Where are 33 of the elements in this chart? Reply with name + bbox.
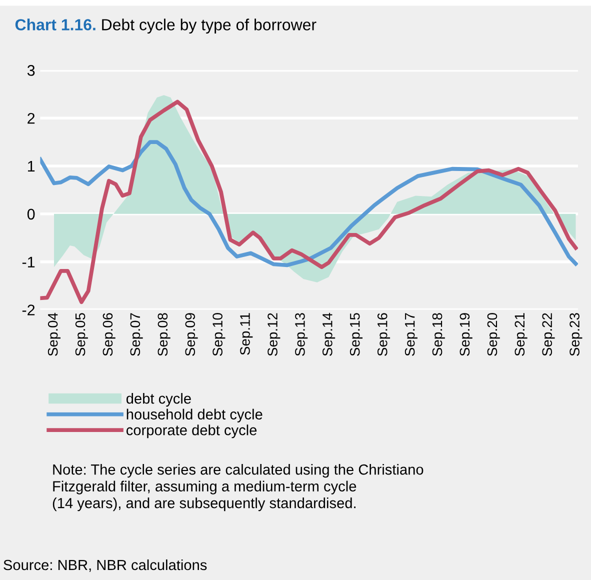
x-tick-label: Sep.20 — [487, 313, 500, 356]
x-tick-label: Sep.09 — [185, 313, 198, 356]
x-tick-label: Sep.23 — [570, 313, 582, 356]
text: Note: The cycle series are calculated using the Christiano Fitzgerald filter, assuming a medium-term cycle (14 years), and are subsequently standardised. — [52, 464, 424, 512]
x-tick-label: Sep.12 — [268, 313, 280, 356]
chart-title: Chart 1.16. Debt cycle by type of borrower — [15, 18, 316, 34]
legend-label: household debt cycle — [126, 408, 262, 422]
line-series — [40, 140, 578, 268]
y-tick-label: 0 — [27, 208, 35, 220]
x-tick-label: Sep.19 — [460, 313, 472, 356]
x-tick-label: Sep.21 — [514, 313, 528, 356]
y-tick-label: 2 — [28, 112, 35, 124]
x-tick-label: Sep.14 — [322, 312, 336, 356]
legend-label: corporate debt cycle — [126, 424, 257, 438]
legend-label: debt cycle — [126, 393, 191, 407]
x-tick-label: Sep.07 — [130, 313, 143, 356]
x-tick-label: Sep.22 — [542, 313, 555, 356]
y-tick-label: -2 — [22, 304, 35, 316]
x-tick-label: Sep.13 — [295, 313, 308, 356]
x-tick-label: Sep.05 — [75, 313, 88, 356]
x-tick-label: Sep.10 — [212, 313, 226, 356]
x-tick-label: Sep.17 — [404, 313, 418, 356]
x-tick-label: Sep.06 — [102, 313, 116, 356]
source-note: Source: NBR, NBR calculations — [4, 559, 207, 572]
y-tick-label: 1 — [28, 161, 35, 172]
x-tick-label: Sep.18 — [432, 313, 445, 356]
x-tick-label: Sep.04 — [48, 312, 60, 356]
x-tick-label: Sep.11 — [240, 313, 253, 355]
x-tick-label: Sep.16 — [377, 313, 390, 356]
x-tick-label: Sep.08 — [158, 313, 170, 356]
y-tick-label: -1 — [22, 256, 35, 268]
x-tick-label: Sep.15 — [350, 313, 363, 356]
y-tick-label: 3 — [27, 65, 35, 76]
